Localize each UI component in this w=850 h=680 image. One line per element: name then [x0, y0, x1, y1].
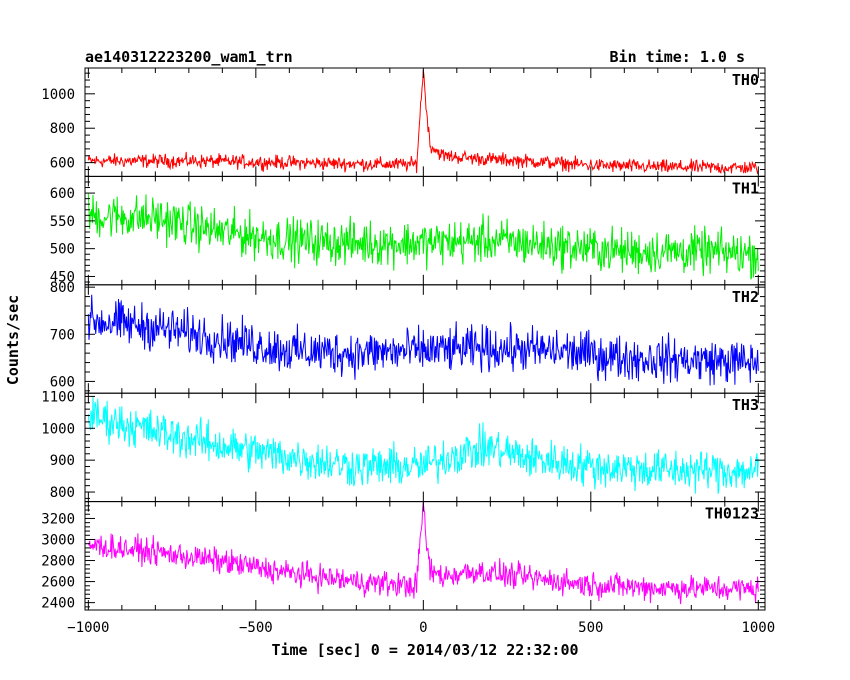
y-tick-label: 3000: [41, 532, 75, 548]
panel-frame: [84, 501, 766, 611]
panel-th0: TH0 600 800 1000: [41, 67, 766, 177]
panels-group: TH0 600 800 1000 TH1 450 500 550 600 TH2 600 700 800…: [41, 67, 766, 612]
series-line-th1: [87, 193, 759, 280]
panel-th3: TH3 800 900 1000 1100: [41, 389, 766, 503]
y-tick-label: 800: [50, 121, 75, 137]
x-tick-label: −1000: [67, 620, 109, 636]
y-tick-label: 500: [50, 242, 75, 258]
y-tick-label: 800: [50, 485, 75, 501]
y-tick-label: 700: [50, 327, 75, 343]
panel-label: TH0: [732, 71, 759, 89]
y-tick-label: 600: [50, 374, 75, 390]
chart-title: ae140312223200_wam1_trn: [85, 48, 293, 66]
x-tick-label: 500: [578, 620, 603, 636]
panel-label: TH2: [732, 288, 759, 306]
y-axis-label: Counts/sec: [4, 295, 22, 385]
panel-th0123: TH0123 2400 2600 2800 3000 3200: [41, 501, 766, 612]
y-tick-label: 900: [50, 453, 75, 469]
x-tick-label: 0: [419, 620, 427, 636]
y-tick-label: 800: [50, 280, 75, 296]
y-tick-label: 450: [50, 269, 75, 285]
y-tick-label: 600: [50, 186, 75, 202]
y-tick-label: 1100: [41, 389, 75, 405]
x-axis-label: Time [sec] 0 = 2014/03/12 22:32:00: [271, 641, 578, 659]
y-tick-label: 1000: [41, 421, 75, 437]
y-tick-label: 2800: [41, 554, 75, 570]
panel-th1: TH1 450 500 550 600: [50, 175, 766, 285]
y-tick-label: 1000: [41, 87, 75, 103]
series-line-th0: [87, 69, 759, 175]
x-tick-label: −500: [239, 620, 273, 636]
panel-label: TH1: [732, 179, 759, 197]
x-axis: −1000 −500 0 500 1000: [67, 620, 775, 636]
y-tick-label: 2600: [41, 575, 75, 591]
y-tick-label: 550: [50, 214, 75, 230]
series-line-th0123: [87, 501, 759, 605]
x-tick-label: 1000: [741, 620, 775, 636]
series-line-th3: [87, 395, 759, 494]
series-line-th2: [87, 294, 759, 386]
panel-th2: TH2 600 700 800: [50, 280, 766, 394]
y-tick-label: 2400: [41, 596, 75, 612]
bin-time-label: Bin time: 1.0 s: [610, 48, 745, 66]
panel-label: TH3: [732, 396, 759, 414]
y-tick-label: 600: [50, 156, 75, 172]
panel-label: TH0123: [705, 505, 759, 523]
y-tick-label: 3200: [41, 511, 75, 527]
